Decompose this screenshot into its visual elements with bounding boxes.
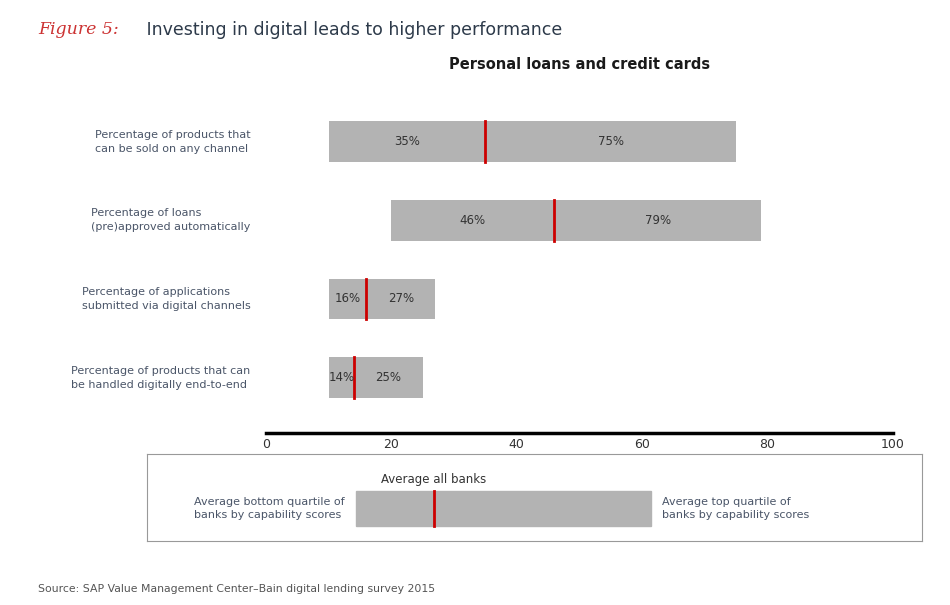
Text: 25%: 25% [375, 371, 401, 384]
Bar [391, 200, 761, 241]
Text: 14%: 14% [328, 371, 354, 384]
Text: Average all banks: Average all banks [381, 473, 486, 486]
Text: 16%: 16% [334, 292, 361, 306]
Text: Source: SAP Value Management Center–Bain digital lending survey 2015: Source: SAP Value Management Center–Bain… [38, 584, 435, 594]
Text: Investing in digital leads to higher performance: Investing in digital leads to higher per… [141, 21, 561, 39]
Bar [329, 278, 435, 319]
Bar [356, 491, 651, 526]
Text: Percentage of loans
(pre)approved automatically: Percentage of loans (pre)approved automa… [91, 208, 250, 232]
Text: 27%: 27% [388, 292, 414, 306]
Text: Percentage of products that can
be handled digitally end-to-end: Percentage of products that can be handl… [71, 365, 250, 390]
Text: 46%: 46% [460, 214, 486, 227]
Text: Percentage of products that
can be sold on any channel: Percentage of products that can be sold … [95, 130, 250, 154]
Bar [329, 122, 736, 162]
Bar [329, 357, 423, 398]
Text: Percentage of applications
submitted via digital channels: Percentage of applications submitted via… [82, 287, 250, 311]
Text: Personal loans and credit cards: Personal loans and credit cards [449, 57, 710, 72]
Text: Average bottom quartile of
banks by capability scores: Average bottom quartile of banks by capa… [194, 497, 345, 520]
Text: Figure 5:: Figure 5: [38, 21, 119, 38]
Text: 35%: 35% [394, 136, 420, 148]
Text: Average top quartile of
banks by capability scores: Average top quartile of banks by capabil… [662, 497, 809, 520]
Text: 75%: 75% [598, 136, 624, 148]
Text: 79%: 79% [645, 214, 671, 227]
